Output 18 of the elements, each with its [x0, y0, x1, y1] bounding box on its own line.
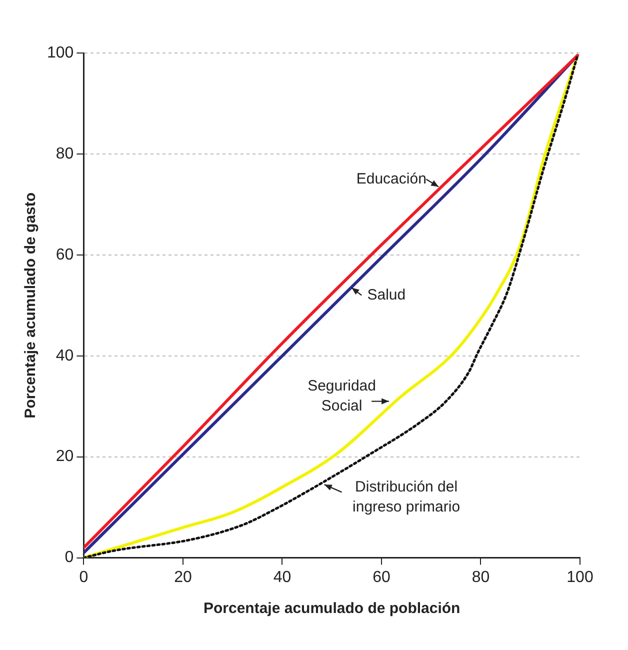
x-tick-label: 0 [79, 568, 88, 586]
y-tick-label: 20 [56, 448, 74, 466]
series-label: Distribución del ingreso primario [352, 478, 460, 516]
series-label: Educación [356, 170, 426, 188]
x-tick-label: 40 [273, 568, 292, 586]
y-tick-label: 100 [46, 44, 74, 62]
x-tick-label: 60 [372, 568, 390, 586]
y-tick-label: 0 [64, 549, 74, 566]
y-tick-label: 40 [56, 347, 74, 364]
series-label: Salud [367, 286, 406, 304]
x-tick-label: 20 [174, 568, 192, 586]
y-axis-title: Porcentaje acumulado de gasto [22, 192, 40, 418]
x-tick-label: 100 [566, 568, 594, 586]
x-tick-label: 80 [472, 568, 490, 586]
y-tick-label: 80 [56, 145, 74, 162]
y-tick-label: 60 [56, 246, 74, 264]
series-label: Seguridad Social [308, 377, 376, 414]
x-axis-title: Porcentaje acumulado de población [203, 600, 460, 618]
